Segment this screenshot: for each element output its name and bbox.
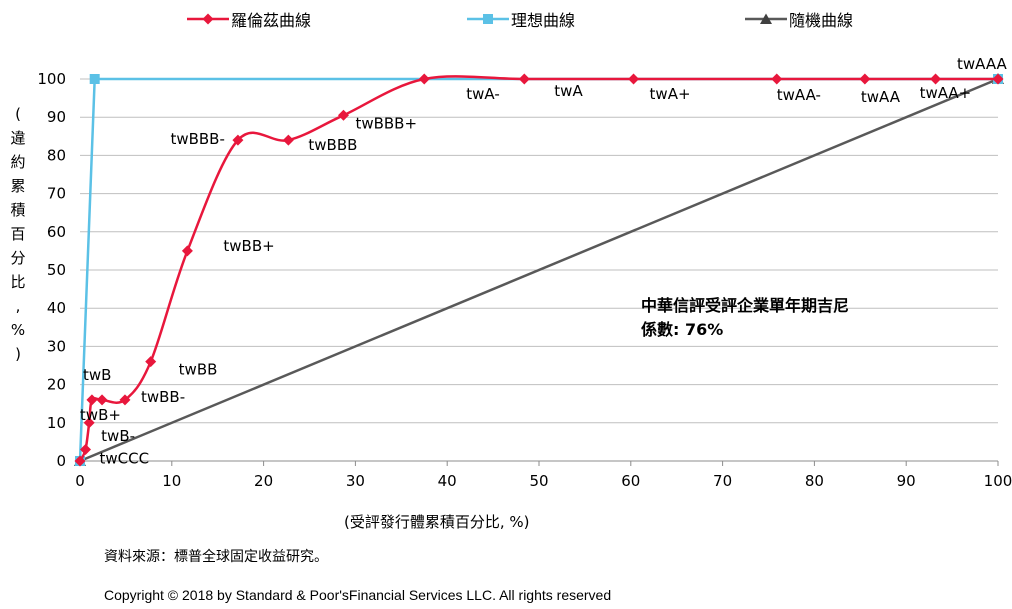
x-tick-label: 30 xyxy=(346,472,365,490)
x-tick-label: 10 xyxy=(162,472,181,490)
x-tick-label: 20 xyxy=(254,472,273,490)
x-tick-label: 90 xyxy=(897,472,916,490)
x-tick-label: 80 xyxy=(805,472,824,490)
data-point xyxy=(83,417,95,429)
data-label: twBBB- xyxy=(170,130,224,148)
data-label: twAAA xyxy=(957,55,1008,73)
data-point xyxy=(337,109,349,121)
y-tick-label: 100 xyxy=(37,70,66,88)
data-point xyxy=(119,394,131,406)
y-axis-label-char: 約 xyxy=(10,153,26,171)
y-tick-label: 10 xyxy=(47,414,66,432)
y-axis-label-char: 違 xyxy=(10,129,26,147)
y-axis-label-char: 積 xyxy=(10,201,26,219)
data-point xyxy=(80,444,92,456)
y-tick-label: 90 xyxy=(47,108,66,126)
y-tick-label: 80 xyxy=(47,146,66,164)
y-tick-label: 30 xyxy=(47,337,66,355)
source-note: 資料來源：標普全球固定收益研究。 xyxy=(104,549,328,565)
data-label: twA xyxy=(554,82,583,100)
data-label: twBB- xyxy=(141,388,185,406)
y-axis-label-char: 比 xyxy=(10,273,26,291)
series-line-2 xyxy=(79,77,999,463)
series xyxy=(74,73,1004,467)
legend-label: 隨機曲線 xyxy=(789,11,854,30)
data-point xyxy=(628,73,640,85)
y-axis-label-char: % xyxy=(10,321,26,339)
data-label: twB- xyxy=(101,427,135,445)
y-tick-label: 0 xyxy=(56,452,66,470)
data-point xyxy=(418,73,430,85)
data-point xyxy=(86,394,98,406)
y-axis-label-char: , xyxy=(15,297,21,315)
axes: 0 10 20 30 40 50 60 70 80 90 100 0 10 20 30 40 50 60 70 80 9… xyxy=(37,70,1012,490)
y-axis-label-char: 百 xyxy=(10,225,26,243)
y-tick-label: 40 xyxy=(47,299,66,317)
legend-item-ideal: 理想曲線 xyxy=(467,8,575,30)
y-tick-label: 20 xyxy=(47,376,66,394)
data-point xyxy=(181,245,193,257)
data-point xyxy=(96,394,108,406)
data-point xyxy=(992,73,1004,85)
x-tick-label: 70 xyxy=(713,472,732,490)
y-tick-label: 70 xyxy=(47,185,66,203)
legend-label: 理想曲線 xyxy=(511,11,576,30)
y-axis-label: ( 違約累積百分比, %) xyxy=(8,102,28,366)
x-tick-label: 60 xyxy=(621,472,640,490)
data-point xyxy=(930,73,942,85)
y-tick-label: 50 xyxy=(47,261,66,279)
y-axis-label-char: 分 xyxy=(10,249,26,267)
data-point xyxy=(74,455,86,467)
data-point xyxy=(89,74,100,84)
data-label: twAA+ xyxy=(920,84,972,102)
data-point xyxy=(771,73,783,85)
data-point xyxy=(232,134,244,146)
ideal-legend-icon xyxy=(467,14,509,24)
legend-item-random: 隨機曲線 xyxy=(745,8,853,30)
gini-annotation-line-2: 係數: 76% xyxy=(641,320,724,339)
data-label: twBB+ xyxy=(223,237,274,255)
data-label: twB xyxy=(83,366,111,384)
point-labels: twCCC twB-twB+ twB twBB-twBB twBB+ twBBB-twBB… xyxy=(80,55,1008,468)
data-point xyxy=(518,73,530,85)
y-axis-label-char: ) xyxy=(15,345,21,363)
data-label: twAA xyxy=(861,88,901,106)
x-axis-label: (受評發行體累積百分比, %) xyxy=(344,513,530,531)
y-tick-label: 60 xyxy=(47,223,66,241)
gini-annotation: 中華信評受評企業單年期吉尼 係數: 76% xyxy=(641,294,849,342)
legend-label: 羅倫茲曲線 xyxy=(231,11,312,30)
legend-item-lorenz: 羅倫茲曲線 xyxy=(187,8,311,30)
x-tick-label: 100 xyxy=(984,472,1012,490)
gini-annotation-line-1: 中華信評受評企業單年期吉尼 xyxy=(641,296,850,315)
data-label: twBBB+ xyxy=(355,114,417,132)
data-label: twB+ xyxy=(80,406,121,424)
data-label: twBB xyxy=(179,361,218,379)
x-tick-label: 0 xyxy=(75,472,85,490)
data-point xyxy=(145,356,157,368)
y-axis-label-char: ( xyxy=(15,105,21,123)
data-label: twBBB xyxy=(308,136,357,154)
data-label: twA+ xyxy=(650,85,691,103)
data-point xyxy=(859,73,871,85)
data-label: twAA- xyxy=(777,86,821,104)
data-label: twA- xyxy=(466,85,500,103)
data-label: twCCC xyxy=(100,450,150,468)
x-tick-label: 40 xyxy=(438,472,457,490)
x-tick-label: 50 xyxy=(529,472,548,490)
y-axis-label-char: 累 xyxy=(10,177,26,195)
copyright-note: Copyright © 2018 by Standard & Poor'sFin… xyxy=(104,587,612,603)
random-legend-icon xyxy=(745,13,787,24)
data-point xyxy=(282,134,294,146)
lorenz-legend-icon xyxy=(187,13,229,25)
